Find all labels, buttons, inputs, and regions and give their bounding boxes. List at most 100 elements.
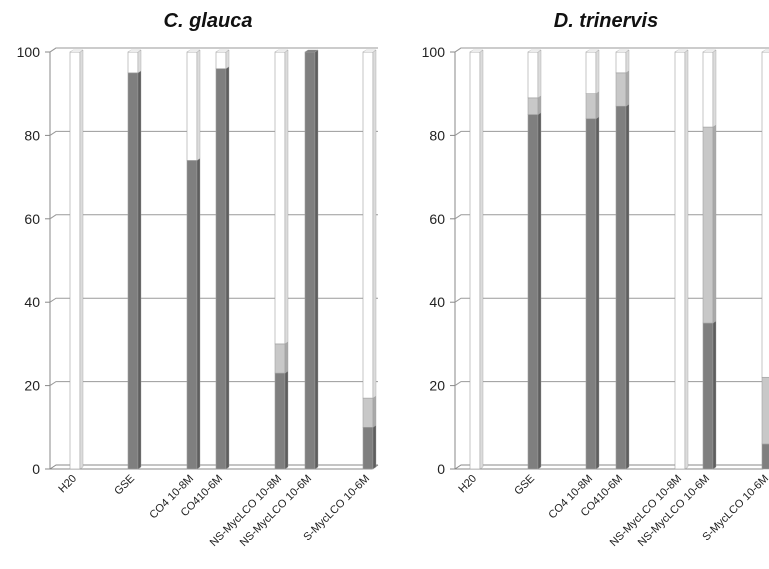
bar-segment <box>585 118 597 470</box>
bar-segment-side <box>225 66 230 470</box>
bar-segment-side <box>79 49 84 470</box>
gridline <box>49 130 378 136</box>
bar-segment <box>761 51 769 378</box>
bar-segment-side <box>625 70 630 107</box>
y-tick-label: 0 <box>32 461 40 477</box>
bar-segment-side <box>196 49 201 161</box>
bar-segment <box>362 397 374 428</box>
bar-segment <box>215 51 227 69</box>
bar-segment <box>69 51 81 470</box>
bar-segment-side <box>537 95 542 115</box>
x-tick-label: H20 <box>456 473 479 496</box>
bar-segment <box>615 105 627 470</box>
bar-segment <box>274 372 286 470</box>
x-tick-label: GSE <box>512 473 537 498</box>
bar-segment-side <box>684 49 689 470</box>
bar-segment <box>702 51 714 128</box>
x-tick-label: H20 <box>56 473 79 496</box>
x-tick-label: S-MycLCO 10-6M <box>700 473 769 544</box>
bar-segment <box>469 51 481 470</box>
bar-top-cap <box>69 49 84 53</box>
bar-top-cap <box>362 49 377 53</box>
bar-segment <box>127 72 139 470</box>
y-tick-label: 80 <box>429 127 445 143</box>
bar-segment-side <box>595 49 600 95</box>
y-tick-label: 100 <box>422 44 446 60</box>
bar-segment-side <box>537 112 542 470</box>
bar-top-cap <box>469 49 484 53</box>
bar-segment-side <box>595 91 600 120</box>
bar-segment <box>615 72 627 107</box>
bar-segment <box>274 51 286 345</box>
bar-top-cap <box>761 49 769 53</box>
gridline <box>454 297 769 303</box>
x-tick-label: GSE <box>112 473 137 498</box>
bar-segment-side <box>314 49 319 470</box>
bar-segment <box>615 51 627 74</box>
bar-segment <box>527 51 539 99</box>
gridline <box>454 381 769 387</box>
gridline <box>49 381 378 387</box>
bar-segment <box>761 443 769 470</box>
bar-top-cap <box>585 49 600 53</box>
bar-segment-side <box>372 395 377 428</box>
y-tick-label: 100 <box>17 44 41 60</box>
x-tick-label: S-MycLCO 10-6M <box>301 473 372 544</box>
bar-segment <box>702 322 714 470</box>
bar-top-cap <box>702 49 717 53</box>
bar-top-cap <box>615 49 630 53</box>
bar-segment <box>761 376 769 445</box>
floor-back-edge <box>454 464 769 470</box>
bar-segment <box>585 93 597 120</box>
bar-segment <box>215 68 227 470</box>
bar-segment <box>274 343 286 374</box>
bar-segment-side <box>712 49 717 128</box>
bar-segment <box>127 51 139 74</box>
bar-segment <box>186 51 198 161</box>
bar-segment-side <box>595 116 600 470</box>
gridline <box>49 214 378 220</box>
bar-segment-side <box>625 49 630 74</box>
y-tick-label: 20 <box>24 378 40 394</box>
y-tick-label: 40 <box>24 294 40 310</box>
bar-top-cap <box>186 49 201 53</box>
bar-segment <box>702 126 714 324</box>
y-tick-label: 0 <box>437 461 445 477</box>
y-tick-label: 60 <box>429 211 445 227</box>
bar-segment-side <box>372 424 377 470</box>
bar-segment-side <box>712 320 717 470</box>
gridline <box>454 214 769 220</box>
gridline <box>49 297 378 303</box>
bar-segment-side <box>225 49 230 70</box>
gridline <box>454 130 769 136</box>
bar-segment-side <box>479 49 484 470</box>
y-tick-label: 60 <box>24 211 40 227</box>
bar-top-cap <box>127 49 142 53</box>
bar-segment-side <box>137 49 142 74</box>
bar-segment <box>585 51 597 95</box>
bar-segment <box>304 51 316 470</box>
y-tick-label: 20 <box>429 378 445 394</box>
bar-segment <box>527 114 539 470</box>
y-tick-label: 80 <box>24 127 40 143</box>
bar-segment <box>527 97 539 115</box>
bar-segment-side <box>372 49 377 399</box>
bar-segment-side <box>196 158 201 470</box>
bar-top-cap <box>674 49 689 53</box>
gridline <box>454 47 769 53</box>
bar-segment <box>186 160 198 470</box>
y-tick-label: 40 <box>429 294 445 310</box>
bar-top-cap <box>304 49 319 53</box>
chart-title: D. trinervis <box>554 10 658 32</box>
bar-top-cap <box>274 49 289 53</box>
back-wall <box>454 47 769 469</box>
bar-segment-side <box>284 341 289 374</box>
bar-top-cap <box>215 49 230 53</box>
chart-title: C. glauca <box>164 10 253 32</box>
floor-back-edge <box>49 464 378 470</box>
bar-segment <box>362 51 374 399</box>
bar-segment <box>674 51 686 470</box>
